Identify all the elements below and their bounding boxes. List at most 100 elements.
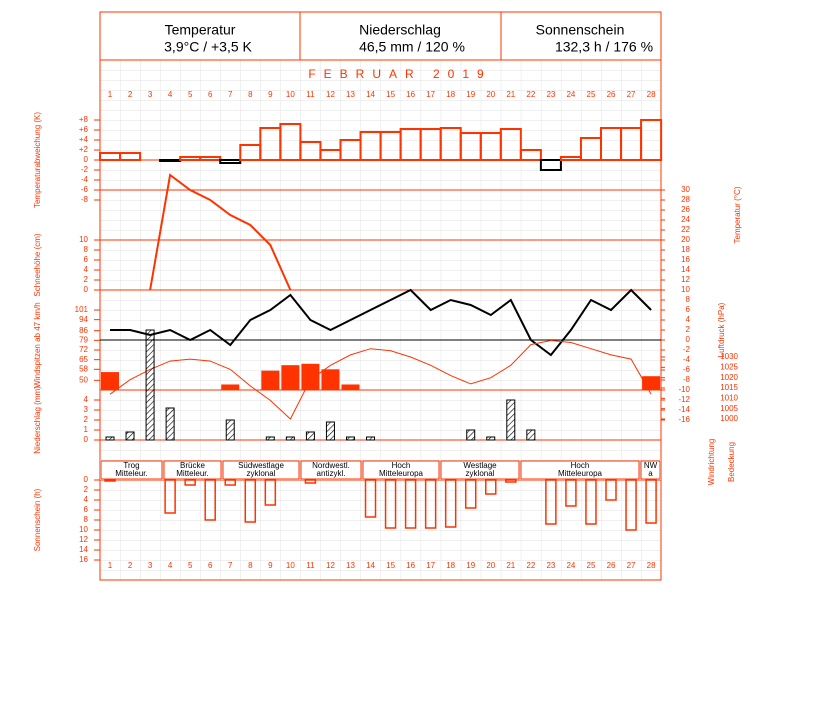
sunshine-bar	[424, 479, 437, 529]
bar	[281, 365, 300, 390]
y2-tick-label: -6	[683, 365, 691, 374]
y2-tick-label: -12	[678, 395, 690, 404]
bar	[221, 384, 240, 390]
y2-tick-label: 30	[681, 185, 690, 194]
day-label: 23	[546, 561, 555, 570]
day-label: 6	[208, 561, 213, 570]
weather-type-box	[222, 460, 300, 480]
precip-bar	[225, 419, 235, 441]
axis-title: Schneehöhe (cm)	[33, 233, 42, 296]
y2-tick-label: 1015	[720, 383, 738, 392]
y2-tick-label: -16	[678, 415, 690, 424]
day-label: 13	[346, 90, 355, 99]
day-label: 10	[286, 561, 295, 570]
y-tick-label: 101	[75, 305, 89, 314]
day-label: 17	[426, 90, 435, 99]
header-value: 3,9°C / +3,5 K	[164, 39, 252, 55]
y2-tick-label: 16	[681, 255, 690, 264]
y-tick-label: 65	[79, 355, 88, 364]
y2-tick-label: 28	[681, 195, 690, 204]
sunshine-bar	[645, 479, 657, 524]
y2-tick-label: 22	[681, 225, 690, 234]
y-tick-label: 1	[84, 425, 89, 434]
y-tick-label: 94	[79, 315, 88, 324]
y-tick-label: +8	[79, 115, 89, 124]
sunshine-bar	[505, 479, 517, 483]
day-label: 10	[286, 90, 295, 99]
weather-type-label: Hoch	[571, 461, 590, 470]
day-label: 27	[627, 90, 636, 99]
weather-type-box	[440, 460, 520, 480]
day-label: 16	[406, 90, 415, 99]
y-tick-label: 16	[79, 555, 88, 564]
y-tick-label: -4	[81, 175, 89, 184]
y2-tick-label: 12	[681, 275, 690, 284]
sunshine-bar	[244, 479, 257, 523]
sunshine-bar	[224, 479, 236, 486]
sunshine-bar	[444, 479, 457, 528]
day-label: 4	[168, 90, 173, 99]
day-label: 26	[607, 90, 616, 99]
y2-tick-label: 10	[681, 285, 690, 294]
weather-type-box	[520, 460, 640, 480]
y-tick-label: 8	[84, 515, 89, 524]
y2-tick-label: 18	[681, 245, 690, 254]
sunshine-bar	[364, 479, 377, 518]
y2-tick-label: 26	[681, 205, 690, 214]
y2-tick-label: 24	[681, 215, 690, 224]
y-tick-label: -6	[81, 185, 89, 194]
day-label: 12	[326, 561, 335, 570]
day-label: 24	[566, 561, 575, 570]
precip-bar	[486, 436, 496, 441]
weather-type-label: Hoch	[392, 461, 411, 470]
weather-type-label: Nordwestl.	[312, 461, 350, 470]
day-label: 7	[228, 561, 233, 570]
precip-bar	[305, 431, 315, 441]
y-tick-label: 2	[84, 275, 89, 284]
bar	[301, 363, 320, 390]
y-tick-label: 8	[84, 245, 89, 254]
y-tick-label: 14	[79, 545, 88, 554]
sunshine-bar	[164, 479, 176, 514]
deviation-bar	[199, 156, 222, 161]
weather-type-label: Mitteleuropa	[379, 469, 424, 478]
day-label: 21	[506, 561, 515, 570]
day-label: 16	[406, 561, 415, 570]
day-label: 2	[128, 561, 133, 570]
line	[109, 339, 652, 420]
y2-tick-label: -14	[678, 405, 690, 414]
y-tick-label: 4	[84, 495, 89, 504]
precip-bar	[265, 436, 275, 441]
axis-title: Niederschlag (mm)	[33, 386, 42, 454]
y-tick-label: 50	[79, 375, 88, 384]
sunshine-bar	[184, 479, 196, 486]
weather-type-label: antizykl.	[317, 469, 346, 478]
precip-bar	[526, 429, 536, 441]
y2-tick-label: 1010	[720, 393, 738, 402]
day-label: 7	[228, 90, 233, 99]
y-tick-label: 58	[79, 364, 88, 373]
precip-bar	[105, 436, 115, 441]
y-tick-label: 12	[79, 535, 88, 544]
day-label: 1	[108, 561, 113, 570]
day-label: 5	[188, 561, 193, 570]
day-label: 23	[546, 90, 555, 99]
y-tick-label: 0	[84, 285, 89, 294]
weather-type-label: a	[648, 469, 653, 478]
sunshine-bar	[264, 479, 277, 506]
y-tick-label: 0	[84, 475, 89, 484]
sunshine-bar	[384, 479, 397, 529]
axis-title: Temperatur (°C)	[733, 186, 742, 243]
sunshine-bar	[605, 479, 617, 501]
y-tick-label: 6	[84, 255, 89, 264]
sunshine-bar	[404, 479, 417, 529]
weather-type-label: zyklonal	[247, 469, 276, 478]
axis-title: Sonnenschein (h)	[33, 488, 42, 551]
day-label: 20	[486, 561, 495, 570]
axis-title: Windspitzen ab 47 km/h	[33, 302, 42, 387]
day-label: 20	[486, 90, 495, 99]
y2-tick-label: 1025	[720, 362, 738, 371]
weather-type-label: Westlage	[463, 461, 497, 470]
y2-tick-label: 20	[681, 235, 690, 244]
